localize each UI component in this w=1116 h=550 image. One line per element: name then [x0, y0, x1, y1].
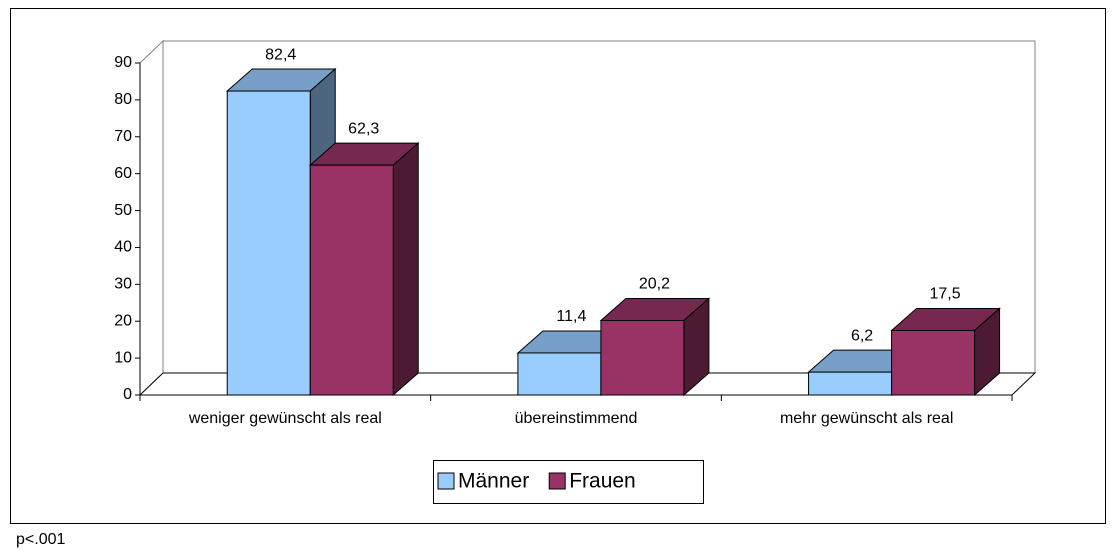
legend-label: Frauen: [569, 470, 636, 493]
data-label: 17,5: [929, 286, 960, 303]
y-tick-label: 10: [114, 349, 132, 366]
x-tick-label: weniger gewünscht als real: [188, 410, 382, 427]
y-tick-label: 20: [114, 312, 132, 329]
y-tick-label: 40: [114, 239, 132, 256]
data-label: 82,4: [265, 46, 296, 63]
data-label: 6,2: [851, 327, 873, 344]
y-tick-label: 80: [114, 91, 132, 108]
bar: [891, 329, 976, 396]
legend-box: [433, 460, 704, 504]
y-tick-label: 70: [114, 128, 132, 145]
bar: [517, 352, 602, 396]
legend-label: Männer: [458, 470, 529, 493]
x-tick-label: mehr gewünscht als real: [780, 410, 953, 427]
y-tick-label: 50: [114, 202, 132, 219]
legend-swatch: [548, 472, 566, 490]
legend: Männer Frauen: [433, 460, 704, 504]
note: p<.001: [16, 531, 65, 548]
data-label: 11,4: [556, 308, 586, 325]
y-tick-label: 0: [123, 386, 132, 403]
y-tick-label: 60: [114, 165, 132, 182]
data-label: 62,3: [348, 120, 379, 137]
bar: [309, 164, 394, 396]
data-label: 20,2: [639, 276, 670, 293]
x-tick-label: übereinstimmend: [515, 410, 638, 427]
y-tick-label: 90: [114, 54, 132, 71]
legend-swatch: [437, 472, 455, 490]
bar-side: [392, 142, 419, 397]
bar: [226, 90, 311, 396]
bar: [600, 319, 685, 396]
y-tick-label: 30: [114, 276, 132, 293]
side-wall: [139, 39, 164, 397]
bar: [808, 371, 893, 396]
